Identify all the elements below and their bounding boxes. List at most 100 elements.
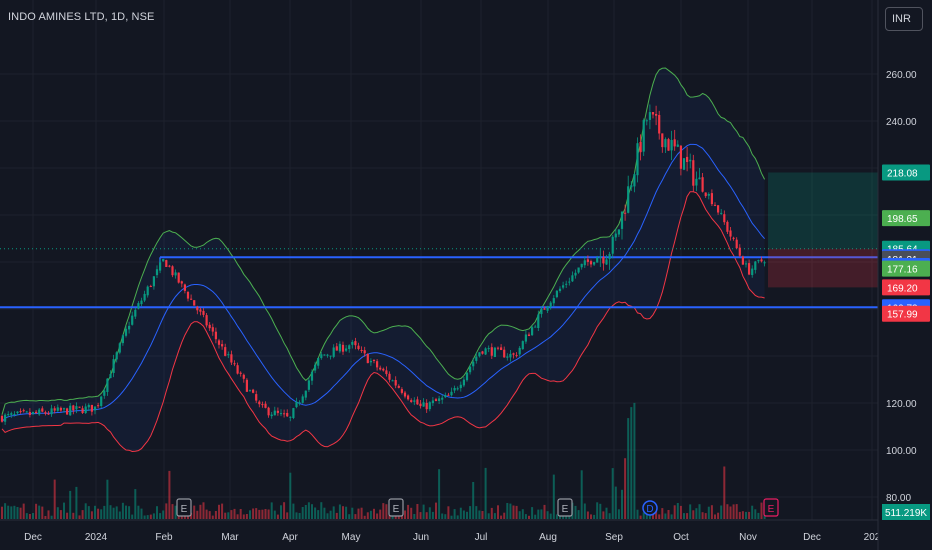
candle-body: [627, 186, 630, 213]
x-axis-background: [0, 520, 932, 550]
candle-body: [503, 349, 506, 358]
candle-body: [540, 309, 543, 315]
candle-body: [62, 408, 66, 410]
volume-bar: [732, 504, 735, 519]
candle-body: [174, 272, 177, 276]
candle-body: [698, 177, 701, 180]
candle-body: [258, 401, 261, 405]
candle-body: [695, 178, 698, 186]
candle-body: [639, 142, 642, 153]
candle-body: [53, 408, 56, 411]
volume-bar: [7, 505, 10, 519]
x-tick-label: Jun: [413, 532, 429, 543]
candle-body: [329, 355, 332, 357]
volume-bar: [224, 512, 227, 519]
volume-bar: [94, 505, 96, 519]
candle-body: [636, 143, 639, 176]
volume-bar: [134, 489, 137, 519]
candle-body: [527, 334, 531, 336]
candle-body: [611, 236, 614, 254]
earnings-marker-box: [388, 498, 404, 517]
candle-body: [434, 399, 438, 402]
candle-body: [751, 268, 754, 275]
candle-body: [717, 205, 720, 213]
candle-body: [599, 256, 602, 258]
candle-body: [438, 398, 441, 401]
x-tick-label: 202: [864, 532, 881, 543]
volume-bar: [586, 511, 589, 519]
candle-body: [673, 139, 676, 147]
candle-body: [239, 372, 242, 374]
candle-body: [701, 177, 704, 192]
x-tick-label: May: [342, 532, 361, 543]
candle-body: [546, 306, 549, 311]
volume-bar: [422, 504, 425, 519]
volume-bar: [115, 506, 118, 519]
volume-bar: [211, 515, 214, 519]
chart-grid: [0, 0, 878, 520]
volume-bar: [515, 505, 518, 519]
volume-bar: [741, 511, 744, 519]
volume-bar: [490, 507, 493, 519]
candle-body: [363, 350, 366, 354]
candle-body: [425, 402, 428, 410]
volume-bar: [466, 511, 468, 519]
candle-body: [289, 416, 292, 418]
candle-body: [227, 354, 230, 356]
x-tick-label: Oct: [673, 532, 689, 543]
x-tick-label: Nov: [739, 532, 757, 543]
candle-body: [400, 389, 403, 393]
candle-body: [301, 396, 304, 403]
candle-body: [577, 267, 580, 273]
y-axis[interactable]: 260.00 240.00 120.00 100.00 80.00 218.08 198.6…: [877, 0, 932, 550]
candle-body: [487, 348, 490, 350]
candle-body: [456, 388, 459, 390]
volume-bar: [261, 509, 264, 519]
candle-body: [521, 341, 524, 350]
volume-bar: [710, 505, 713, 519]
volume-bar: [518, 511, 521, 519]
volume-bar: [63, 502, 65, 519]
candle-body: [214, 331, 217, 340]
candle-body: [180, 281, 183, 284]
long-position-tool[interactable]: [768, 172, 878, 288]
candle-body: [413, 400, 416, 402]
volume-bar: [751, 505, 754, 519]
currency-button[interactable]: INR: [885, 7, 923, 31]
volume-bar: [329, 510, 332, 519]
candle-body: [444, 395, 447, 398]
candle-body: [351, 341, 354, 345]
candle-body: [620, 211, 624, 229]
candle-body: [31, 411, 35, 414]
candle-body: [394, 380, 397, 386]
volume-bar: [621, 489, 623, 519]
loss-zone: [768, 248, 878, 288]
candle-body: [155, 269, 159, 276]
candle-body: [428, 402, 431, 410]
candle-body: [162, 259, 165, 262]
volume-bar: [270, 502, 273, 519]
volume-bar: [258, 509, 261, 519]
volume-bar: [249, 510, 251, 519]
volume-bar: [32, 513, 34, 519]
price-candles: [0, 104, 766, 425]
volume-bar: [4, 503, 7, 519]
price-tag: 177.16: [882, 260, 930, 277]
volume-tag: 511.219K: [882, 504, 930, 520]
volume-bar: [717, 512, 720, 519]
candle-body: [558, 288, 562, 291]
volume-bar: [16, 507, 19, 519]
candle-body: [183, 284, 186, 291]
volume-bar: [342, 506, 344, 519]
volume-bar: [196, 510, 199, 519]
price-tag: 218.08: [882, 164, 930, 181]
volume-bar: [425, 512, 428, 519]
volume-bar: [636, 509, 639, 519]
candle-body: [292, 408, 295, 418]
candle-body: [754, 261, 757, 270]
volume-bar: [121, 502, 124, 519]
candle-body: [273, 410, 276, 416]
price-tag-label: 169.20: [887, 283, 918, 294]
